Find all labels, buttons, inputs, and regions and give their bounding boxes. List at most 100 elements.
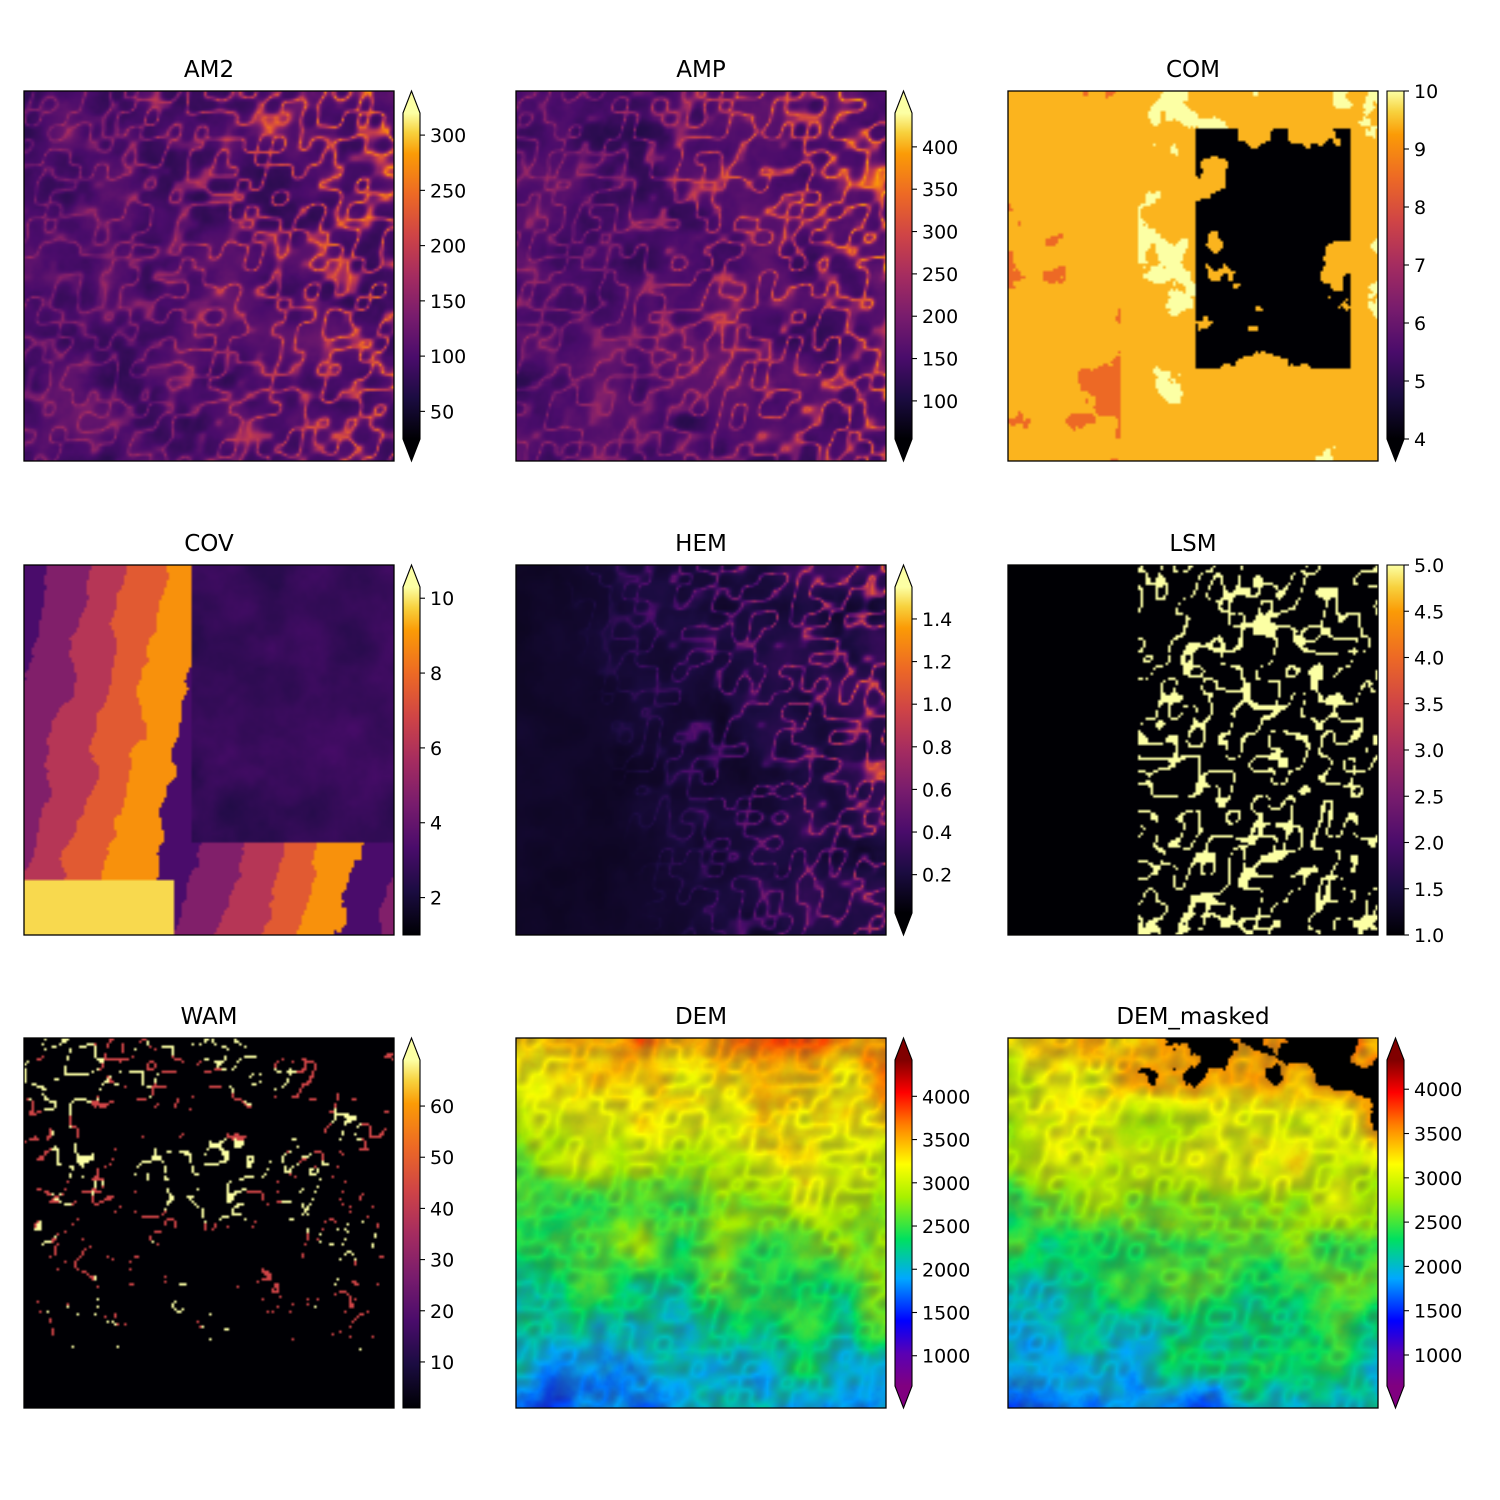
colorbar-tick-label: 100: [922, 391, 958, 413]
colorbar-tick-label: 50: [430, 1147, 454, 1169]
colorbar-tick-label: 150: [430, 291, 466, 313]
colorbar-extend-min: [403, 439, 420, 461]
plot-frame: [1007, 90, 1379, 462]
colorbar-tick-label: 8: [1414, 197, 1426, 219]
colorbar-tick-label: 1.5: [1414, 879, 1444, 901]
colorbar-tick-label: 2500: [922, 1216, 970, 1238]
colorbar-tick-label: 200: [922, 306, 958, 328]
colorbar-tick-label: 1.0: [1414, 925, 1444, 947]
colorbar-tick-label: 2: [430, 888, 442, 910]
colorbar: 100 150 200 250 300 350 400: [894, 89, 958, 463]
colorbar-extend-max: [895, 91, 912, 113]
colorbar: 50 100 150 200 250 300: [402, 89, 466, 463]
heatmap-image: [24, 91, 394, 461]
colorbar-gradient: [1387, 91, 1404, 439]
colorbar-tick-label: 9: [1414, 139, 1426, 161]
colorbar-tick-label: 5.0: [1414, 555, 1444, 577]
colorbar-tick-label: 0.6: [922, 779, 952, 801]
colorbar-tick-label: 100: [430, 346, 466, 368]
colorbar-tick-label: 3000: [1414, 1168, 1462, 1190]
colorbar-tick-label: 4.0: [1414, 648, 1444, 670]
colorbar: 2 4 6 8 10: [402, 563, 454, 936]
colorbar-gradient: [1387, 565, 1404, 935]
colorbar-tick-label: 250: [922, 264, 958, 286]
colorbar-extend-min: [895, 439, 912, 461]
colorbar-tick-label: 7: [1414, 255, 1426, 277]
panel-title: DEM: [675, 1004, 727, 1030]
panel-dem-masked: DEM_masked 1000 1500 2000 2500 3000 3500 4000: [1007, 1004, 1462, 1410]
colorbar: 1000 1500 2000 2500 3000 3500 4000: [894, 1036, 970, 1410]
colorbar: 0.2 0.4 0.6 0.8 1.0 1.2 1.4: [894, 563, 952, 937]
colorbar-tick-label: 350: [922, 179, 958, 201]
heatmap-image: [516, 1038, 886, 1408]
colorbar-tick-label: 4: [1414, 429, 1426, 451]
colorbar-tick-label: 30: [430, 1250, 454, 1272]
colorbar-tick-label: 6: [1414, 313, 1426, 335]
colorbar-outline: [402, 1036, 421, 1409]
heatmap-image: [1008, 565, 1378, 935]
colorbar-tick-label: 1500: [1414, 1301, 1462, 1323]
colorbar-outline: [402, 89, 421, 463]
colorbar-gradient: [895, 587, 912, 913]
colorbar-tick-label: 60: [430, 1096, 454, 1118]
colorbar-tick-label: 250: [430, 180, 466, 202]
colorbar-tick-label: 1.2: [922, 652, 952, 674]
heatmap-image: [516, 91, 886, 461]
heatmap-image: [1008, 1038, 1378, 1408]
plot-frame: [1007, 564, 1379, 936]
colorbar-gradient: [403, 587, 420, 935]
colorbar-tick-label: 6: [430, 738, 442, 760]
panel-title: AMP: [676, 57, 726, 83]
colorbar-extend-max: [403, 565, 420, 587]
colorbar-tick-label: 1.4: [922, 609, 952, 631]
colorbar-tick-label: 2000: [1414, 1256, 1462, 1278]
colorbar-tick-label: 3500: [1414, 1124, 1462, 1146]
colorbar-gradient: [895, 1060, 912, 1386]
colorbar-gradient: [895, 113, 912, 439]
panel-title: AM2: [184, 57, 234, 83]
colorbar: 1.0 1.5 2.0 2.5 3.0 3.5 4.0 4.5 5.0: [1386, 555, 1444, 947]
plot-frame: [23, 90, 395, 462]
colorbar-outline: [1386, 90, 1405, 463]
colorbar-tick-label: 200: [430, 236, 466, 258]
colorbar-extend-max: [895, 1038, 912, 1060]
heatmap-image: [516, 565, 886, 935]
colorbar-tick-label: 10: [430, 1352, 454, 1374]
panel-title: LSM: [1169, 531, 1216, 557]
colorbar-gradient: [403, 1060, 420, 1408]
colorbar-tick-label: 1.0: [922, 694, 952, 716]
colorbar-extend-min: [895, 1386, 912, 1408]
colorbar-gradient: [1387, 1060, 1404, 1386]
heatmap-image: [1008, 91, 1378, 461]
colorbar-tick-label: 3.0: [1414, 740, 1444, 762]
colorbar-tick-label: 2000: [922, 1259, 970, 1281]
colorbar-tick-label: 8: [430, 663, 442, 685]
colorbar-tick-label: 0.8: [922, 737, 952, 759]
panel-am2: AM2 50 100 150 200 250 300: [23, 57, 466, 463]
panel-cov: COV 2 4 6 8 10: [23, 531, 454, 936]
colorbar: 10 20 30 40 50 60: [402, 1036, 454, 1409]
colorbar-tick-label: 1500: [922, 1302, 970, 1324]
colorbar-tick-label: 3000: [922, 1173, 970, 1195]
colorbar-tick-label: 3.5: [1414, 694, 1444, 716]
heatmap-image: [24, 565, 394, 935]
colorbar-tick-label: 300: [430, 125, 466, 147]
colorbar-tick-label: 10: [430, 588, 454, 610]
plot-frame: [23, 1037, 395, 1409]
colorbar: 1000 1500 2000 2500 3000 3500 4000: [1386, 1036, 1462, 1410]
panel-title: COM: [1166, 57, 1220, 83]
colorbar-tick-label: 4.5: [1414, 601, 1444, 623]
panel-hem: HEM 0.2 0.4 0.6 0.8 1.0 1.2 1.4: [515, 531, 952, 937]
colorbar-tick-label: 300: [922, 222, 958, 244]
colorbar-tick-label: 150: [922, 349, 958, 371]
colorbar-tick-label: 4000: [922, 1086, 970, 1108]
colorbar-outline: [894, 89, 913, 463]
panel-wam: WAM 10 20 30 40 50 60: [23, 1004, 454, 1409]
colorbar-tick-label: 0.4: [922, 822, 952, 844]
colorbar-tick-label: 0.2: [922, 865, 952, 887]
colorbar-tick-label: 1000: [1414, 1345, 1462, 1367]
colorbar-extend-min: [895, 913, 912, 935]
colorbar-tick-label: 5: [1414, 371, 1426, 393]
heatmap-image: [24, 1038, 394, 1408]
colorbar-tick-label: 1000: [922, 1346, 970, 1368]
